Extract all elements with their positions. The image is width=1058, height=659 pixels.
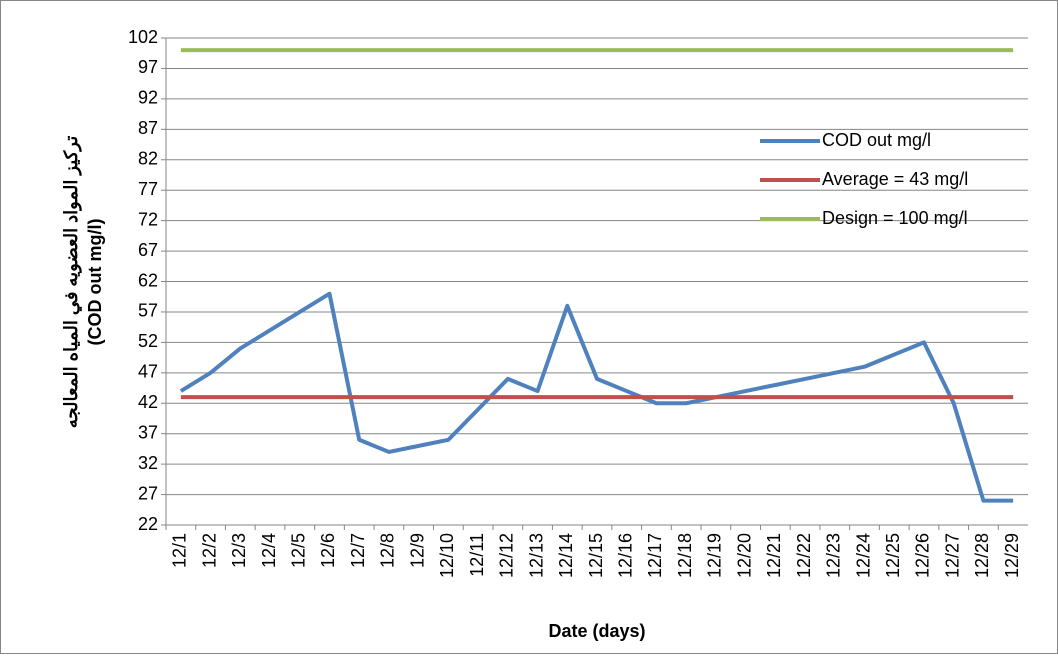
x-tick-label: 12/28 (972, 533, 992, 578)
x-tick-label: 12/7 (348, 533, 368, 568)
x-tick-label: 12/13 (526, 533, 546, 578)
y-tick-label: 87 (138, 118, 158, 138)
x-tick-label: 12/14 (556, 533, 576, 578)
y-tick-label: 82 (138, 149, 158, 169)
x-axis-label: Date (days) (548, 621, 645, 641)
y-tick-label: 72 (138, 209, 158, 229)
x-tick-label: 12/23 (824, 533, 844, 578)
y-tick-label: 32 (138, 453, 158, 473)
x-tick-label: 12/24 (853, 533, 873, 578)
x-tick-label: 12/8 (378, 533, 398, 568)
x-tick-label: 12/21 (764, 533, 784, 578)
x-tick-label: 12/15 (586, 533, 606, 578)
y-tick-label: 67 (138, 240, 158, 260)
x-tick-label: 12/11 (467, 533, 487, 577)
series-line (179, 291, 1014, 503)
x-tick-label: 12/29 (1002, 533, 1022, 578)
x-tick-label: 12/27 (942, 533, 962, 578)
x-tick-label: 12/1 (170, 533, 190, 568)
x-tick-label: 12/25 (883, 533, 903, 578)
x-tick-label: 12/4 (259, 533, 279, 568)
y-tick-label: 47 (138, 362, 158, 382)
y-tick-label: 37 (138, 422, 158, 442)
x-tick-label: 12/17 (645, 533, 665, 578)
y-tick-label: 102 (128, 27, 158, 47)
y-tick-label: 57 (138, 301, 158, 321)
y-axis-label: (COD out mg/l) (85, 219, 105, 346)
x-tick-label: 12/19 (705, 533, 725, 578)
y-tick-label: 97 (138, 57, 158, 77)
x-tick-label: 12/2 (199, 533, 219, 568)
y-tick-label: 92 (138, 88, 158, 108)
y-tick-label: 62 (138, 270, 158, 290)
x-tick-label: 12/20 (734, 533, 754, 578)
x-tick-label: 12/12 (497, 533, 517, 578)
x-tick-label: 12/9 (407, 533, 427, 568)
y-tick-label: 22 (138, 514, 158, 534)
y-tick-label: 77 (138, 179, 158, 199)
x-tick-label: 12/22 (794, 533, 814, 578)
x-tick-label: 12/5 (289, 533, 309, 568)
y-tick-label: 42 (138, 392, 158, 412)
x-tick-label: 12/3 (229, 533, 249, 568)
x-tick-label: 12/18 (675, 533, 695, 578)
y-tick-label: 52 (138, 331, 158, 351)
legend-label: Average = 43 mg/l (822, 169, 968, 189)
x-tick-label: 12/6 (318, 533, 338, 568)
legend-label: Design = 100 mg/l (822, 208, 968, 228)
x-tick-label: 12/10 (437, 533, 457, 578)
x-tick-label: 12/26 (913, 533, 933, 578)
y-axis-label: تركيز المواد العضويه في المياه المعالجه (61, 136, 82, 428)
x-tick-label: 12/16 (615, 533, 635, 578)
legend-label: COD out mg/l (822, 130, 931, 150)
y-tick-label: 27 (138, 483, 158, 503)
